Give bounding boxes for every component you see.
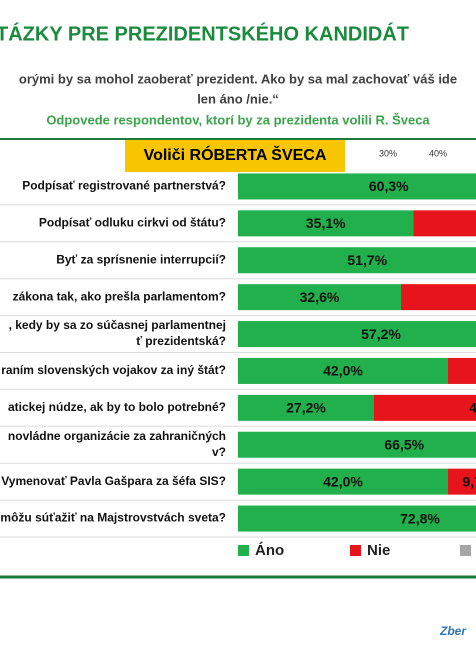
category-label: novládne organizácie za zahraničných (8, 429, 226, 443)
title: TÁZKY PRE PREZIDENTSKÉHO KANDIDÁT (0, 22, 409, 45)
value-label: 57,2% (361, 326, 401, 342)
bar-segment (448, 357, 476, 384)
value-label: 32,6% (300, 289, 340, 305)
category-label: v? (212, 445, 226, 459)
value-label: 42,0% (323, 363, 363, 379)
category-label: , kedy by sa zo súčasnej parlamentnej (9, 318, 226, 332)
value-label: 42, (469, 400, 476, 416)
value-label: 60,3% (369, 178, 409, 194)
bar-segment (238, 284, 401, 311)
category-label: môžu súťažiť na Majstrovstvách sveta? (0, 511, 226, 525)
category-label: zákona tak, ako prešla parlamentom? (13, 289, 226, 303)
bar-segment (238, 210, 414, 237)
bar-segment (238, 321, 476, 348)
x-tick-label: 30% (379, 148, 397, 158)
bar-segment (238, 357, 448, 384)
legend-label: Nie (367, 542, 390, 559)
value-label: 27,2% (286, 400, 326, 416)
category-label: Vymenovať Pavla Gašpara za šéfa SIS? (1, 474, 226, 488)
category-label: atickej núdze, ak by to bolo potrebné? (8, 400, 226, 414)
legend-swatch (460, 545, 471, 556)
bar-segment (238, 247, 476, 274)
category-label: Byť za sprísnenie interrupcií? (56, 252, 226, 266)
category-label: raním slovenských vojakov za iný štát? (1, 363, 226, 377)
category-label: Podpísať odluku cirkvi od štátu? (39, 216, 226, 230)
bar-segment (238, 394, 374, 421)
value-label: 9,7 (463, 473, 476, 489)
bar-segment (238, 431, 476, 458)
legend-swatch (350, 545, 361, 556)
x-tick-label: 40% (429, 148, 447, 158)
bar-segment (374, 394, 476, 421)
legend-swatch (238, 545, 249, 556)
bar-segment (448, 468, 476, 495)
source: Zber (439, 624, 467, 638)
legend-label: Áno (255, 542, 284, 559)
category-label: ť prezidentská? (136, 334, 226, 348)
value-label: 51,7% (347, 252, 387, 268)
subtitle: len áno /nie.“ (197, 91, 279, 106)
bar-segment (413, 210, 476, 237)
bar-segment (401, 284, 476, 311)
bar-segment (238, 173, 476, 200)
bar-segment (238, 505, 476, 532)
subtitle: orými by sa mohol zaoberať prezident. Ak… (19, 71, 457, 86)
group-box (125, 140, 345, 172)
value-label: 72,8% (400, 510, 440, 526)
value-label: 42,0% (323, 473, 363, 489)
category-label: Podpísať registrované partnerstvá? (22, 179, 226, 193)
note: Odpovede respondentov, ktorí by za prezi… (46, 112, 430, 127)
value-label: 66,5% (384, 436, 424, 452)
bar-segment (238, 468, 448, 495)
value-label: 35,1% (306, 215, 346, 231)
group-label: Voliči RÓBERTA ŠVECA (144, 145, 327, 164)
